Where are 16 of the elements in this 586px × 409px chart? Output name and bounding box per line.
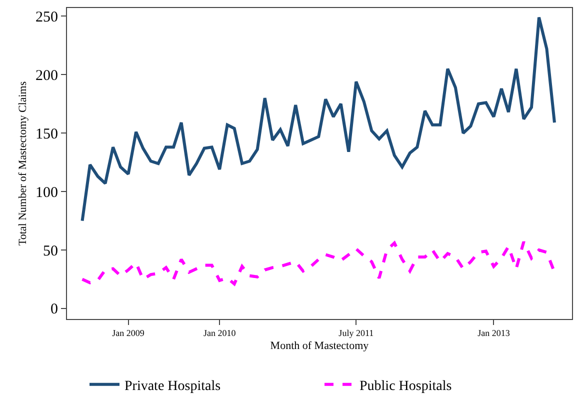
x-tick-label: Jan 2013	[478, 328, 510, 338]
y-tick-label: 250	[36, 9, 58, 26]
y-tick-label: 0	[50, 302, 58, 318]
y-tick-label: 200	[36, 68, 58, 84]
x-tick-label: Jan 2009	[112, 328, 145, 338]
y-tick-label: 100	[36, 184, 58, 201]
line-series	[80, 240, 556, 286]
x-tick-label: July 2011	[338, 328, 374, 338]
legend-label: Private Hospitals	[124, 378, 221, 394]
x-axis-title: Month of Mastectomy	[270, 340, 370, 352]
y-axis-title: Total Number of Mastectomy Claims	[17, 81, 30, 246]
x-tick-label: Jan 2010	[203, 328, 236, 338]
legend-label: Public Hospitals	[360, 378, 452, 394]
y-tick-label: 50	[43, 243, 58, 260]
y-tick-label: 150	[36, 126, 58, 142]
line-series	[80, 16, 556, 222]
